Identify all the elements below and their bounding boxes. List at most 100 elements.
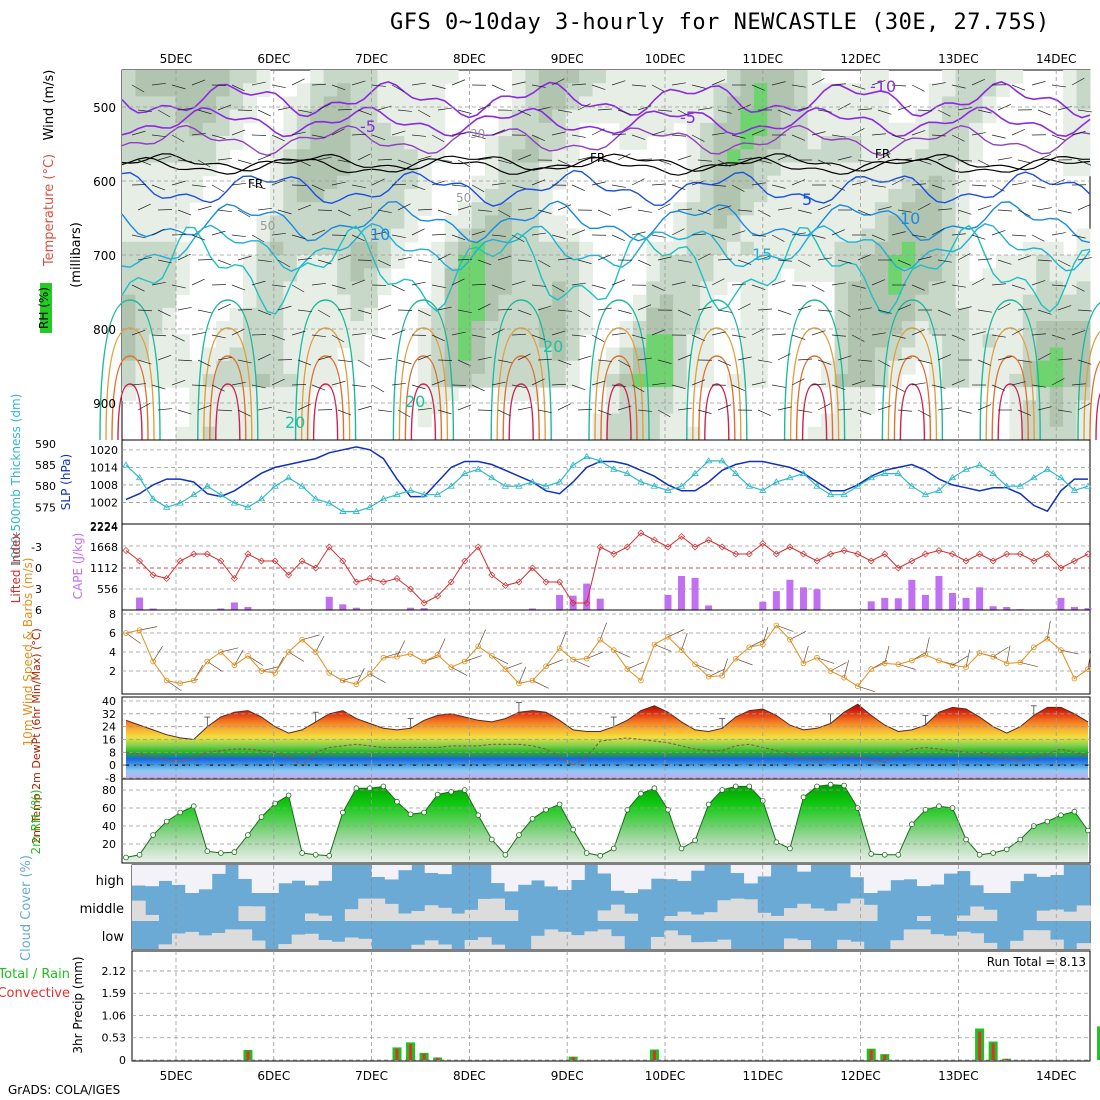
rh-cell — [377, 228, 392, 243]
rh-cell — [202, 122, 217, 137]
wind-speed-point — [285, 649, 292, 655]
rh-cell — [296, 294, 311, 309]
rh-cell — [135, 188, 150, 203]
thickness-point — [488, 474, 496, 481]
rh-cell — [646, 70, 661, 84]
rh-cell — [874, 268, 889, 282]
rh-point — [339, 809, 346, 816]
rh-axis-label: RH (%) — [37, 287, 51, 329]
rh-cell — [834, 83, 849, 97]
rh-cell — [861, 307, 876, 322]
rh-cell — [148, 255, 163, 269]
thickness-line — [125, 456, 1089, 513]
wind-barb — [357, 405, 372, 411]
wind-barb — [777, 309, 792, 315]
wind-barb — [417, 208, 432, 211]
rh-cell — [256, 373, 271, 388]
wind-barb — [1051, 134, 1066, 141]
wind-barb — [331, 380, 346, 386]
rh-cell — [498, 241, 513, 256]
cloud-clear-cell — [265, 865, 279, 893]
rh-cell — [310, 373, 325, 388]
rh-cell — [323, 83, 338, 97]
wind-barb — [871, 332, 886, 336]
wind-speed-point — [909, 657, 915, 664]
wind-barb — [721, 658, 728, 676]
wind-speed-point — [963, 664, 969, 670]
wind-barb — [511, 81, 526, 86]
wind-barb — [671, 281, 686, 286]
rh-cell — [874, 294, 889, 309]
wind-barb — [417, 407, 432, 411]
rh-cell — [834, 294, 849, 309]
rh-cell — [202, 149, 217, 163]
rh-cell — [310, 122, 325, 137]
rh-cell — [834, 162, 849, 177]
rh-cell — [1049, 413, 1064, 428]
rh-cell — [713, 149, 728, 163]
thickness-point — [555, 478, 564, 485]
rh-cell — [511, 149, 526, 163]
wind-barb — [711, 278, 725, 286]
rh-cell — [431, 347, 446, 362]
cloud-clear-cell — [637, 865, 652, 890]
rh-cell — [189, 149, 204, 163]
wind-barb — [197, 309, 212, 314]
rh-cell — [659, 334, 674, 348]
wind-barb — [1047, 620, 1051, 639]
wind-barb — [871, 279, 886, 286]
rh-cell — [538, 255, 553, 269]
wind-speed-point — [881, 660, 888, 667]
rh-cell — [673, 294, 688, 309]
rh-cell — [296, 241, 311, 256]
wind-speed-point — [245, 652, 251, 659]
rh-cell — [458, 347, 473, 362]
wind-barb — [537, 305, 552, 311]
rh-cell — [619, 96, 634, 111]
rh-cell — [834, 122, 849, 137]
page-title: GFS 0~10day 3-hourly for NEWCASTLE (30E,… — [390, 10, 1050, 35]
wind-speed-point — [1085, 666, 1091, 672]
wind-barb — [891, 84, 906, 87]
date-axes: 5DEC5DEC6DEC6DEC7DEC7DEC8DEC8DEC9DEC9DEC… — [160, 52, 1077, 1083]
cloud-clear-cell — [238, 906, 253, 921]
wind-barb — [957, 306, 972, 311]
rh-cell — [955, 202, 970, 216]
rh-cell — [753, 215, 768, 230]
wind-barb — [391, 130, 406, 136]
li-point — [542, 578, 550, 586]
rh-cell — [431, 387, 446, 401]
li-tick: 6 — [35, 604, 42, 617]
wind-barb — [531, 334, 546, 341]
cape-bar — [813, 589, 821, 610]
li-point — [881, 550, 889, 558]
rh-cell — [511, 360, 526, 375]
rh-cell — [364, 136, 378, 150]
rh-cell — [767, 202, 782, 216]
wind-barb — [1077, 203, 1091, 211]
rh-cell — [579, 83, 594, 97]
thickness-point — [271, 482, 279, 489]
rh-cell — [243, 109, 257, 124]
cape-bar — [786, 579, 794, 610]
li-point — [447, 578, 455, 586]
rh-cell — [1036, 294, 1051, 309]
rh-cell — [323, 321, 338, 335]
contour-label: FR — [248, 177, 263, 191]
rh-cell — [995, 307, 1010, 322]
cloud-clear-cell — [1023, 865, 1038, 874]
rh-cell — [928, 109, 943, 124]
wind-barb — [171, 379, 186, 386]
wind-speed-point — [123, 630, 129, 636]
rh-cell — [122, 70, 136, 84]
rh-cell — [189, 83, 204, 97]
rh-cell — [713, 255, 728, 269]
wind-barb — [191, 79, 206, 86]
isotherm-lobe — [508, 383, 534, 441]
wind-barb — [391, 329, 406, 336]
rh-cell — [538, 188, 553, 203]
wind-barb — [1031, 280, 1046, 286]
rh-cell — [1063, 162, 1078, 177]
thickness-axis-label: 1000-500mb Thickness (dm) — [9, 394, 23, 567]
